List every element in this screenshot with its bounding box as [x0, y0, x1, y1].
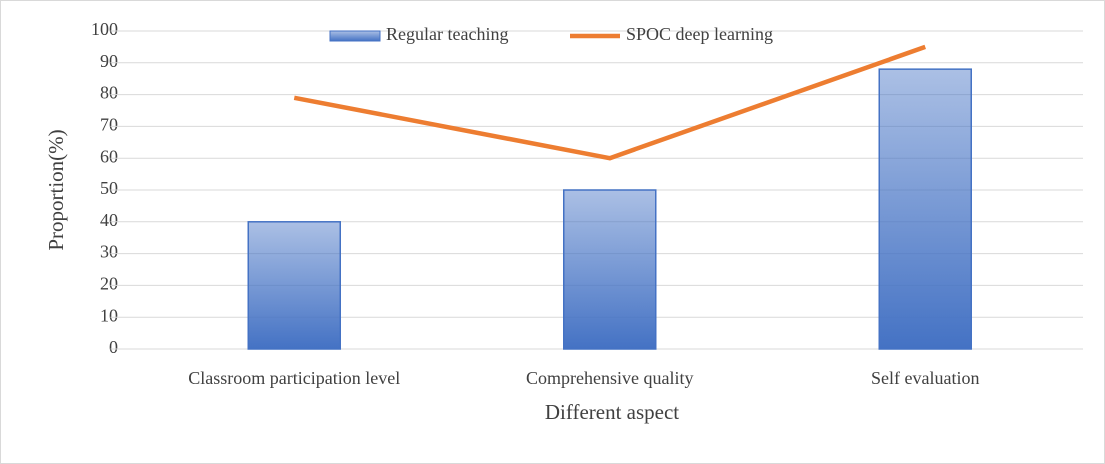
y-tick-label: 100: [91, 19, 118, 39]
y-tick-label: 80: [100, 83, 118, 103]
y-tick-label: 30: [100, 242, 118, 262]
y-tick-label: 50: [100, 178, 118, 198]
y-axis-label: Proportion(%): [44, 129, 68, 250]
legend-label: Regular teaching: [386, 24, 508, 44]
bar: [878, 68, 972, 350]
legend-label: SPOC deep learning: [626, 24, 773, 44]
y-tick-label: 70: [100, 115, 118, 135]
line-series: [293, 44, 926, 161]
y-tick-label: 90: [100, 51, 118, 71]
x-tick-label: Self evaluation: [871, 368, 979, 388]
y-tick-label: 10: [100, 305, 118, 325]
x-axis-label: Different aspect: [545, 400, 679, 424]
x-tick-label: Classroom participation level: [188, 368, 400, 388]
x-tick-label: Comprehensive quality: [526, 368, 693, 388]
legend-swatch: [329, 30, 381, 42]
y-tick-label: 40: [100, 210, 118, 230]
y-tick-label: 60: [100, 146, 118, 166]
y-tick-label: 0: [109, 337, 118, 357]
y-tick-label: 20: [100, 274, 118, 294]
bar: [563, 189, 657, 350]
bar: [247, 221, 341, 350]
